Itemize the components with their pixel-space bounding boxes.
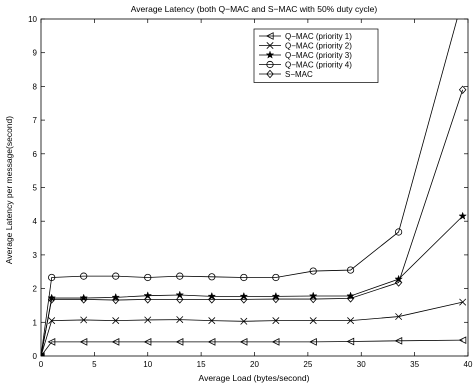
y-tick-label: 8 <box>33 82 38 91</box>
legend: Q−MAC (priority 1)Q−MAC (priority 2)Q−MA… <box>253 28 379 83</box>
legend-item: S−MAC <box>259 69 313 79</box>
y-tick-label: 1 <box>33 318 38 327</box>
legend-item: Q−MAC (priority 3) <box>259 50 352 60</box>
data-point-series-5 <box>144 295 152 304</box>
x-tick-label: 35 <box>410 360 419 369</box>
data-point-series-2 <box>208 317 216 325</box>
legend-marker <box>265 32 274 40</box>
plot-area: 0 5 10 15 20 25 30 35 40 0 1 2 3 4 5 6 7 8 9 10 Q−MAC (prior… <box>28 15 473 369</box>
data-point-series-1 <box>79 337 88 346</box>
y-tick-label: 9 <box>33 49 38 58</box>
x-tick-label: 15 <box>197 360 206 369</box>
legend-label: Q−MAC (priority 4) <box>285 61 352 70</box>
legend-item: Q−MAC (priority 1) <box>259 32 352 41</box>
data-point-series-4 <box>176 272 184 280</box>
y-axis-label: Average Latency per message(second) <box>4 116 14 264</box>
data-point-series-4 <box>208 273 216 281</box>
data-point-series-1 <box>271 337 280 346</box>
data-point-series-1 <box>111 337 120 346</box>
data-point-series-5 <box>79 295 88 304</box>
y-tick-label: 7 <box>33 116 38 125</box>
data-point-series-3 <box>346 291 355 300</box>
x-tick-label: 25 <box>303 360 312 369</box>
x-axis-label: Average Load (bytes/second) <box>199 373 310 383</box>
data-point-series-5 <box>394 278 403 287</box>
data-point-series-1 <box>143 337 152 346</box>
data-point-series-1 <box>394 336 403 345</box>
data-point-series-5 <box>309 294 317 304</box>
legend-label: S−MAC <box>285 70 313 79</box>
y-tick-label: 2 <box>33 285 38 294</box>
data-point-series-3 <box>458 211 468 220</box>
data-point-series-2 <box>347 317 355 325</box>
data-point-series-1 <box>458 336 467 345</box>
chart-title: Average Latency (both Q−MAC and S−MAC wi… <box>131 4 378 14</box>
x-tick-label: 40 <box>464 360 473 369</box>
series-line-5 <box>41 89 464 356</box>
data-point-series-4 <box>144 273 152 282</box>
series-line-4 <box>41 19 458 356</box>
y-tick-label: 4 <box>33 217 38 226</box>
data-point-series-4 <box>309 267 317 275</box>
data-point-series-2 <box>144 316 152 324</box>
legend-label: Q−MAC (priority 3) <box>285 51 352 60</box>
series-line-1 <box>41 339 463 356</box>
series-line-2 <box>41 301 463 356</box>
y-tick-label: 5 <box>33 184 38 193</box>
data-point-series-4 <box>395 228 403 236</box>
legend-box <box>253 28 379 83</box>
series-line-3 <box>41 215 463 356</box>
legend-marker <box>266 60 274 69</box>
x-tick-label: 10 <box>143 360 152 369</box>
series-layer <box>41 19 468 356</box>
data-point-series-1 <box>309 337 317 346</box>
legend-label: Q−MAC (priority 1) <box>285 32 352 41</box>
data-point-series-1 <box>346 337 355 346</box>
legend-marker <box>266 69 274 79</box>
x-tick-label: 0 <box>39 360 44 369</box>
data-point-series-5 <box>208 295 216 304</box>
data-point-series-5 <box>176 295 184 304</box>
data-point-series-1 <box>207 337 216 346</box>
legend-label: Q−MAC (priority 2) <box>285 42 352 51</box>
data-point-series-2 <box>459 298 467 306</box>
x-tick-label: 5 <box>92 360 97 369</box>
data-point-series-2 <box>309 317 317 325</box>
data-point-series-4 <box>240 273 248 282</box>
data-point-series-1 <box>239 337 248 346</box>
data-point-series-2 <box>176 316 184 324</box>
data-point-series-2 <box>80 316 88 324</box>
data-point-series-1 <box>175 337 184 346</box>
data-point-series-5 <box>47 295 56 304</box>
data-point-series-2 <box>240 317 248 325</box>
legend-marker <box>266 42 274 49</box>
y-tick-label: 10 <box>28 15 37 24</box>
data-point-series-4 <box>112 272 120 280</box>
data-point-series-3 <box>175 290 185 299</box>
y-tick-label: 3 <box>33 251 38 260</box>
data-point-series-4 <box>272 273 280 282</box>
data-point-series-5 <box>272 294 280 304</box>
y-tick-label: 0 <box>33 352 38 361</box>
data-point-series-5 <box>346 294 355 303</box>
x-tick-label: 20 <box>250 360 259 369</box>
data-point-series-5 <box>111 295 120 305</box>
y-tick-label: 6 <box>33 150 38 159</box>
data-point-series-5 <box>41 351 45 356</box>
data-point-series-2 <box>395 313 403 321</box>
data-point-series-4 <box>346 266 355 274</box>
data-point-series-2 <box>48 317 56 325</box>
legend-item: Q−MAC (priority 2) <box>259 42 352 51</box>
data-point-series-4 <box>80 272 88 280</box>
data-point-series-2 <box>112 317 120 325</box>
data-point-series-5 <box>458 85 467 94</box>
legend-item: Q−MAC (priority 4) <box>259 61 352 70</box>
data-point-series-1 <box>47 337 56 346</box>
data-point-series-4 <box>48 273 56 282</box>
data-point-series-2 <box>272 317 280 325</box>
x-tick-label: 30 <box>357 360 366 369</box>
legend-marker <box>265 50 275 59</box>
data-point-series-5 <box>240 295 248 304</box>
